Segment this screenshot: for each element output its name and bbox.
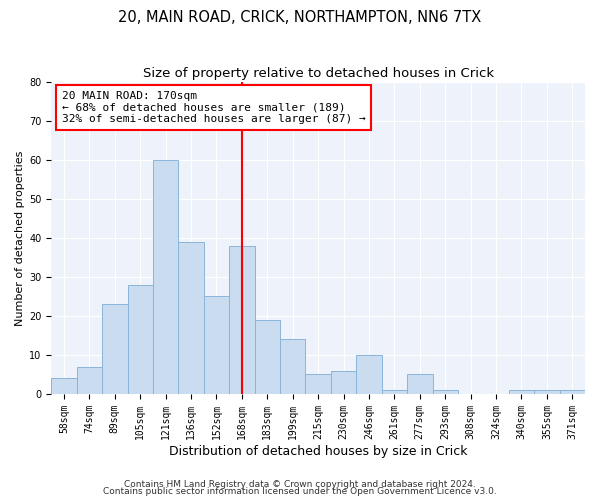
Text: 20 MAIN ROAD: 170sqm
← 68% of detached houses are smaller (189)
32% of semi-deta: 20 MAIN ROAD: 170sqm ← 68% of detached h… [62,91,365,124]
Bar [280,340,305,394]
Text: Contains HM Land Registry data © Crown copyright and database right 2024.: Contains HM Land Registry data © Crown c… [124,480,476,489]
Bar [178,242,204,394]
Y-axis label: Number of detached properties: Number of detached properties [15,150,25,326]
Bar [204,296,229,394]
Text: 20, MAIN ROAD, CRICK, NORTHAMPTON, NN6 7TX: 20, MAIN ROAD, CRICK, NORTHAMPTON, NN6 7… [118,10,482,25]
Bar [254,320,280,394]
Bar [102,304,128,394]
Bar [534,390,560,394]
Text: Contains public sector information licensed under the Open Government Licence v3: Contains public sector information licen… [103,488,497,496]
X-axis label: Distribution of detached houses by size in Crick: Distribution of detached houses by size … [169,444,467,458]
Bar [305,374,331,394]
Bar [509,390,534,394]
Bar [128,284,153,394]
Bar [51,378,77,394]
Bar [356,355,382,394]
Title: Size of property relative to detached houses in Crick: Size of property relative to detached ho… [143,68,494,80]
Bar [407,374,433,394]
Bar [331,370,356,394]
Bar [77,366,102,394]
Bar [433,390,458,394]
Bar [382,390,407,394]
Bar [560,390,585,394]
Bar [229,246,254,394]
Bar [153,160,178,394]
